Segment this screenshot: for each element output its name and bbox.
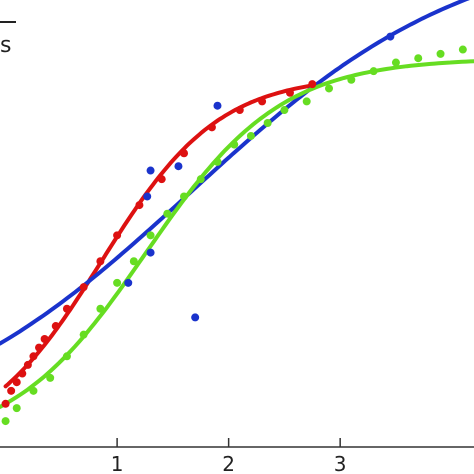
data-point-s1-21: [308, 80, 317, 89]
data-point-s2-6: [191, 313, 200, 322]
data-point-s3-23: [391, 58, 400, 67]
data-point-s3-19: [302, 97, 311, 106]
data-point-s3-8: [113, 278, 122, 287]
fit-curve-3: [0, 59, 474, 409]
data-point-s1-20: [285, 88, 294, 97]
data-point-s1-4: [18, 369, 27, 378]
data-point-s3-24: [414, 54, 423, 63]
data-points: [1, 32, 467, 426]
data-point-s1-10: [62, 304, 71, 313]
data-point-s3-13: [196, 175, 205, 184]
data-point-s2-8: [386, 32, 395, 41]
data-point-s3-1: [1, 417, 10, 426]
data-point-s1-9: [51, 322, 60, 331]
data-point-s1-11: [79, 283, 88, 292]
data-point-s3-21: [347, 75, 356, 84]
data-point-s1-7: [35, 343, 44, 352]
data-point-s2-5: [174, 162, 183, 171]
data-point-s1-18: [235, 106, 244, 115]
data-point-s1-3: [12, 378, 21, 387]
data-point-s1-6: [29, 352, 38, 361]
data-point-s3-7: [96, 304, 105, 313]
data-point-s3-10: [146, 231, 155, 240]
data-point-s3-6: [79, 330, 88, 339]
data-point-s1-19: [258, 97, 267, 106]
data-point-s2-7: [213, 101, 222, 110]
legend-entry-text: s: [0, 33, 11, 58]
data-point-s1-12: [96, 257, 105, 266]
data-point-s1-1: [1, 399, 10, 408]
data-point-s1-13: [113, 231, 122, 240]
data-point-s3-12: [180, 192, 189, 201]
data-point-s3-3: [29, 386, 38, 395]
data-point-s1-8: [40, 335, 49, 343]
x-axis-ticks: 1 2 3: [111, 438, 347, 474]
x-tick-label-1: 1: [111, 452, 124, 474]
data-point-s1-2: [7, 386, 16, 395]
data-point-s3-9: [129, 257, 138, 266]
data-point-s2-1: [124, 278, 133, 287]
fit-curve-2: [0, 0, 470, 346]
data-point-s1-17: [207, 123, 216, 132]
data-point-s1-14: [135, 201, 144, 210]
data-point-s3-5: [62, 352, 71, 361]
data-point-s2-2: [146, 248, 155, 257]
data-point-s3-2: [12, 404, 21, 413]
data-point-s3-25: [436, 49, 445, 58]
data-point-s3-11: [163, 209, 172, 218]
data-point-s3-26: [458, 45, 467, 54]
x-tick-label-3: 3: [334, 452, 347, 474]
legend: s: [0, 21, 16, 58]
data-point-s3-22: [369, 67, 378, 76]
fit-curves: [0, 0, 474, 409]
data-point-s1-5: [23, 360, 32, 369]
data-point-s3-14: [213, 157, 222, 166]
data-point-s3-16: [246, 131, 255, 140]
x-tick-label-2: 2: [222, 452, 235, 474]
data-point-s3-4: [46, 373, 55, 382]
fit-curve-1: [3, 82, 318, 389]
data-point-s2-3: [143, 192, 152, 201]
data-point-s1-16: [180, 149, 189, 158]
data-point-s3-15: [230, 140, 239, 149]
data-point-s2-4: [146, 166, 155, 175]
data-point-s3-18: [280, 106, 289, 115]
data-point-s1-15: [157, 175, 166, 184]
data-point-s3-17: [263, 119, 272, 127]
data-point-s3-20: [325, 84, 334, 93]
